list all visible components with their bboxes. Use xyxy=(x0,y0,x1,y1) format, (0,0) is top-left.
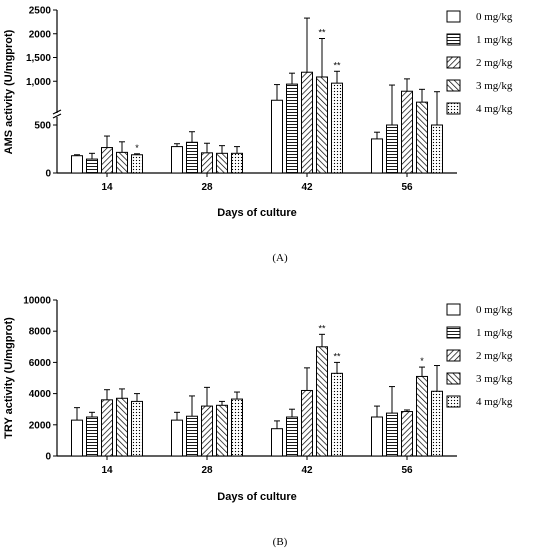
axis-break-mark xyxy=(52,113,62,119)
bar xyxy=(116,151,128,174)
bar xyxy=(216,152,228,174)
significance-label: * xyxy=(135,143,139,153)
legend-swatch xyxy=(446,372,461,385)
bar xyxy=(231,398,243,457)
bar xyxy=(386,412,398,457)
legend-label: 3 mg/kg xyxy=(476,80,513,92)
y-tick-label: 0 xyxy=(45,452,51,463)
bar xyxy=(316,346,328,457)
legend-swatch xyxy=(446,10,461,23)
bar xyxy=(86,416,98,457)
bar xyxy=(386,124,398,174)
y-tick-label: 1,000 xyxy=(26,77,51,88)
bar xyxy=(86,158,98,174)
bar xyxy=(186,415,198,457)
bar xyxy=(331,372,343,457)
y-axis-title: TRY activity (U/mgprot) xyxy=(3,317,15,439)
panel-label: (B) xyxy=(273,536,288,548)
bar xyxy=(416,375,428,457)
legend-label: 4 mg/kg xyxy=(476,103,513,115)
bar xyxy=(231,152,243,174)
significance-label: ** xyxy=(318,323,326,333)
bar xyxy=(371,416,383,457)
x-axis-title: Days of culture xyxy=(217,491,296,503)
legend-swatch xyxy=(446,79,461,92)
bar xyxy=(316,76,328,174)
significance-label: ** xyxy=(333,351,341,361)
bar xyxy=(401,411,413,457)
bar xyxy=(201,405,213,457)
axis-break-mark xyxy=(52,109,62,115)
x-tick-label: 28 xyxy=(201,465,213,476)
bar xyxy=(286,83,298,174)
y-tick-label: 4000 xyxy=(29,389,52,400)
significance-label: ** xyxy=(333,60,341,70)
chart-panel-b: 0 2000 4000 6000 8000 10000 14 28 42 ** ** 56 * TRY a… xyxy=(3,296,513,549)
bar xyxy=(301,71,313,174)
x-tick-label: 42 xyxy=(301,182,313,193)
bar xyxy=(431,390,443,457)
legend: 0 mg/kg 1 mg/kg 2 mg/kg 3 mg/kg 4 mg/kg xyxy=(446,10,513,115)
chart-panel-a: 0 500 1,000 1,500 2000 2500 14 * 28 42 ** ** 56 AMS a… xyxy=(3,6,513,265)
legend-swatch xyxy=(446,102,461,115)
bar xyxy=(131,400,143,457)
bar xyxy=(416,101,428,174)
bar xyxy=(101,147,113,174)
bar xyxy=(216,404,228,457)
legend-label: 1 mg/kg xyxy=(476,327,513,339)
legend-swatch xyxy=(446,56,461,69)
legend-label: 1 mg/kg xyxy=(476,34,513,46)
y-tick-label: 2000 xyxy=(29,420,52,431)
bar xyxy=(171,419,183,457)
y-tick-label: 1,500 xyxy=(26,53,51,64)
bar xyxy=(331,82,343,174)
y-tick-label: 10000 xyxy=(23,296,51,307)
x-axis-title: Days of culture xyxy=(217,207,296,219)
legend-label: 4 mg/kg xyxy=(476,396,513,408)
y-tick-label: 2000 xyxy=(29,29,52,40)
y-tick-label: 6000 xyxy=(29,358,52,369)
bar xyxy=(71,419,83,457)
significance-label: * xyxy=(420,356,424,366)
legend-label: 3 mg/kg xyxy=(476,373,513,385)
bar xyxy=(186,141,198,174)
legend-swatch xyxy=(446,395,461,408)
y-tick-label: 500 xyxy=(34,121,51,132)
bar xyxy=(101,399,113,457)
significance-label: ** xyxy=(318,28,326,38)
bar xyxy=(116,397,128,457)
legend-swatch xyxy=(446,349,461,362)
panel-label: (A) xyxy=(272,252,288,264)
legend-swatch xyxy=(446,33,461,46)
bar xyxy=(431,124,443,174)
x-tick-label: 14 xyxy=(101,182,113,193)
y-tick-label: 0 xyxy=(45,169,51,180)
bar xyxy=(271,428,283,457)
legend-label: 0 mg/kg xyxy=(476,11,513,23)
legend: 0 mg/kg 1 mg/kg 2 mg/kg 3 mg/kg 4 mg/kg xyxy=(446,303,513,408)
legend-label: 2 mg/kg xyxy=(476,57,513,69)
x-tick-label: 56 xyxy=(401,182,413,193)
x-tick-label: 14 xyxy=(101,465,113,476)
y-tick-label: 2500 xyxy=(29,6,52,17)
bar xyxy=(301,389,313,457)
bar xyxy=(71,155,83,174)
y-tick-label: 8000 xyxy=(29,327,52,338)
bar xyxy=(131,154,143,174)
x-tick-label: 28 xyxy=(201,182,213,193)
x-tick-label: 42 xyxy=(301,465,313,476)
x-tick-label: 56 xyxy=(401,465,413,476)
y-axis-title: AMS activity (U/mgprot) xyxy=(3,29,15,154)
bar xyxy=(171,146,183,174)
legend-label: 2 mg/kg xyxy=(476,350,513,362)
bar xyxy=(201,152,213,174)
bar xyxy=(286,416,298,457)
bar xyxy=(371,138,383,174)
bar xyxy=(271,99,283,174)
legend-label: 0 mg/kg xyxy=(476,304,513,316)
bar xyxy=(401,90,413,174)
legend-swatch xyxy=(446,303,461,316)
legend-swatch xyxy=(446,326,461,339)
